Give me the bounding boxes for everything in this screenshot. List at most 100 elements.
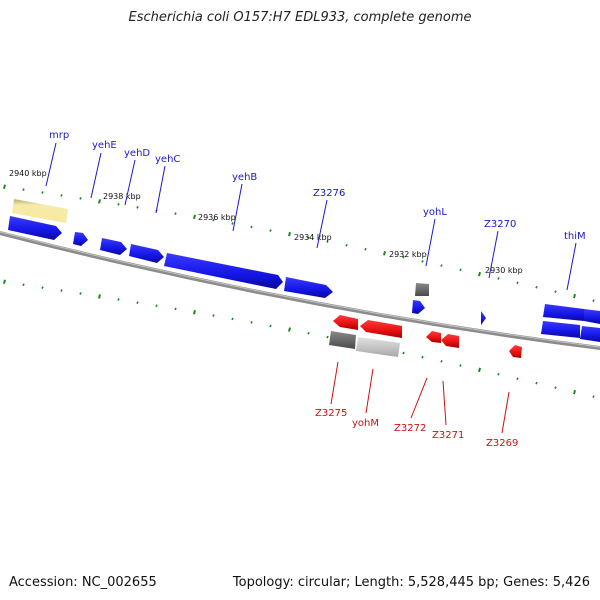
lower-minor-tick — [421, 355, 424, 359]
upper-major-tick — [98, 199, 101, 204]
lower-major-tick — [193, 309, 196, 315]
gene-forward-lower-2[interactable] — [580, 326, 600, 342]
gene-yehB[interactable] — [164, 253, 283, 289]
lower-minor-tick — [231, 317, 234, 321]
upper-minor-tick — [345, 243, 348, 247]
gene-label-Z3271[interactable]: Z3271 — [432, 430, 464, 441]
gene-yohM-red[interactable] — [360, 320, 402, 338]
upper-minor-tick — [117, 202, 120, 206]
lower-minor-tick — [60, 289, 63, 292]
gene-label-yehC[interactable]: yehC — [155, 154, 180, 165]
gene-mrp[interactable] — [8, 216, 62, 240]
lower-major-tick — [288, 327, 291, 332]
gene-label-mrp[interactable]: mrp — [49, 130, 69, 141]
gene-forward-lower-1[interactable] — [541, 321, 580, 338]
gene-yehD[interactable] — [100, 238, 127, 255]
lower-minor-tick — [79, 292, 82, 295]
gene-yehE[interactable] — [73, 232, 88, 246]
genome-backbone — [0, 231, 600, 350]
gene-Z3269[interactable] — [509, 345, 522, 358]
gene-thiM-2[interactable] — [584, 309, 600, 324]
upper-minor-tick — [497, 277, 500, 280]
upper-minor-tick — [136, 206, 139, 209]
scale-label-2932: 2932 kbp — [389, 250, 427, 259]
scale-label-2940: 2940 kbp — [9, 169, 47, 178]
map-title: Escherichia coli O157:H7 EDL933, complet… — [128, 10, 472, 25]
upper-minor-tick — [326, 240, 329, 243]
upper-major-tick — [573, 293, 576, 299]
lower-minor-tick — [554, 386, 557, 389]
upper-minor-tick — [516, 281, 519, 285]
gene-thiM[interactable] — [543, 304, 584, 321]
gene-label-yehD[interactable]: yehD — [124, 148, 150, 159]
gene-label-Z3272[interactable]: Z3272 — [394, 423, 426, 434]
upper-minor-tick — [250, 225, 253, 229]
upper-minor-tick — [421, 260, 424, 263]
upper-minor-tick — [212, 218, 215, 222]
lower-minor-tick — [136, 301, 139, 304]
gene-label-yohL[interactable]: yohL — [423, 207, 447, 218]
upper-minor-tick — [269, 229, 272, 232]
upper-minor-tick — [41, 191, 44, 194]
upper-major-tick — [193, 214, 196, 220]
gene-yohL[interactable] — [412, 300, 425, 314]
forward-strand-genes — [8, 199, 600, 342]
gene-Z3270[interactable] — [481, 311, 486, 325]
upper-minor-tick — [459, 268, 462, 272]
gene-label-yohM[interactable]: yohM — [352, 418, 379, 429]
upper-minor-tick — [554, 290, 557, 294]
lower-major-tick — [478, 367, 481, 373]
lower-minor-tick — [41, 286, 44, 289]
gene-Z3275[interactable] — [329, 331, 356, 349]
lower-minor-tick — [212, 314, 215, 317]
gene-Z3275-red[interactable] — [333, 315, 358, 330]
gene-label-Z3270[interactable]: Z3270 — [484, 219, 516, 230]
gene-label-thiM[interactable]: thiM — [564, 231, 586, 242]
gene-yehC[interactable] — [129, 244, 164, 263]
lower-minor-tick — [117, 298, 120, 301]
upper-major-tick — [383, 250, 386, 256]
lower-tick-row — [3, 279, 595, 398]
reverse-gene-labels: Z3275 yohM Z3272 Z3271 Z3269 — [315, 408, 518, 449]
gene-label-Z3275[interactable]: Z3275 — [315, 408, 347, 419]
lower-minor-tick — [459, 364, 462, 367]
gene-label-yehB[interactable]: yehB — [232, 172, 257, 183]
upper-minor-tick — [307, 236, 310, 240]
gene-yohL-gray[interactable] — [415, 283, 429, 296]
lower-minor-tick — [307, 331, 310, 335]
upper-minor-tick — [231, 222, 234, 225]
upper-minor-tick — [440, 264, 443, 267]
upper-minor-tick — [22, 188, 25, 191]
scale-label-2930: 2930 kbp — [485, 266, 523, 275]
reverse-strand-genes — [329, 315, 522, 358]
genome-backbone-highlight — [0, 231, 600, 348]
gene-Z3271[interactable] — [441, 334, 459, 348]
lower-minor-tick — [155, 304, 158, 308]
gene-yohM[interactable] — [356, 337, 400, 357]
upper-major-tick — [3, 184, 6, 189]
gene-label-Z3276[interactable]: Z3276 — [313, 188, 345, 199]
upper-minor-tick — [535, 285, 538, 289]
lower-minor-tick — [516, 377, 519, 381]
gene-label-yehE[interactable]: yehE — [92, 140, 117, 151]
upper-major-tick — [478, 271, 481, 277]
lower-minor-tick — [326, 335, 329, 339]
lower-minor-tick — [174, 307, 177, 311]
lower-major-tick — [573, 389, 576, 395]
gene-label-Z3269[interactable]: Z3269 — [486, 438, 518, 449]
scale-label-2934: 2934 kbp — [294, 233, 332, 242]
scale-label-2936: 2936 kbp — [198, 213, 236, 222]
upper-minor-tick — [79, 197, 82, 200]
scale-labels: 2940 kbp 2938 kbp 2936 kbp 2934 kbp 2932… — [9, 169, 523, 275]
gene-feature-yellow[interactable] — [12, 199, 68, 223]
forward-label-leaders — [45, 142, 577, 291]
reverse-label-leaders — [330, 361, 510, 434]
upper-minor-tick — [60, 194, 63, 197]
lower-minor-tick — [402, 351, 405, 355]
upper-minor-tick — [402, 255, 405, 259]
gene-Z3272[interactable] — [426, 331, 441, 343]
lower-major-tick — [98, 294, 101, 299]
gene-Z3276[interactable] — [284, 277, 333, 298]
lower-minor-tick — [535, 381, 538, 385]
